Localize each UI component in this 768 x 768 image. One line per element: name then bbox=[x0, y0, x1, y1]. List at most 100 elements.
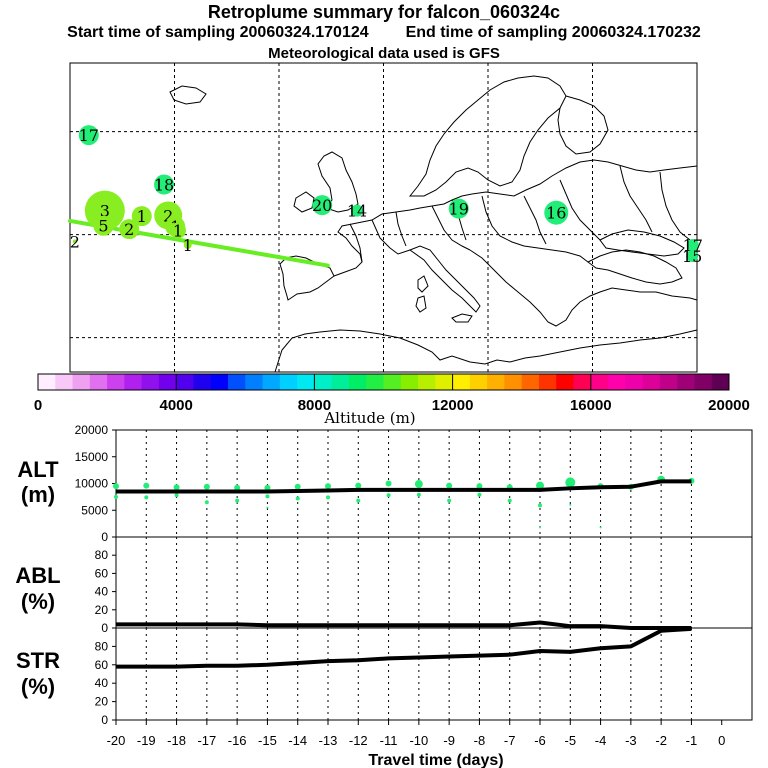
colorbar-swatch bbox=[469, 374, 488, 390]
altitude-sample-point bbox=[538, 503, 542, 508]
colorbar-swatch bbox=[504, 374, 523, 390]
cluster-label: 2 bbox=[124, 220, 134, 239]
altitude-sample-point bbox=[144, 495, 149, 500]
colorbar-swatch bbox=[89, 374, 108, 390]
altitude-sample-point bbox=[234, 484, 241, 491]
altitude-sample-point bbox=[174, 493, 179, 498]
colorbar-swatch bbox=[711, 374, 730, 390]
cluster-marker bbox=[183, 240, 192, 249]
cluster-label: 1 bbox=[173, 222, 183, 241]
cluster-label: 3 bbox=[100, 202, 110, 221]
series-line-str bbox=[116, 626, 692, 669]
altitude-sample-point bbox=[203, 483, 210, 490]
cluster-label: 20 bbox=[312, 196, 332, 215]
panels-frame bbox=[115, 429, 753, 721]
x-tick-label: -11 bbox=[380, 733, 398, 748]
altitude-sample-point bbox=[113, 483, 119, 490]
x-tick-label: -3 bbox=[625, 733, 637, 748]
colorbar-tick-label: 12000 bbox=[432, 397, 474, 414]
y-tick-label: 0 bbox=[101, 621, 108, 635]
y-tick-label: 60 bbox=[95, 658, 109, 672]
cluster-label: 19 bbox=[449, 200, 469, 219]
colorbar-swatch bbox=[677, 374, 695, 390]
y-tick-label: 80 bbox=[95, 639, 109, 653]
colorbar-swatch bbox=[521, 374, 540, 390]
cluster-marker bbox=[131, 206, 152, 227]
colorbar-swatch bbox=[210, 374, 229, 390]
x-tick-label: -15 bbox=[258, 733, 277, 748]
x-tick-label: -19 bbox=[137, 733, 156, 748]
cluster-marker bbox=[154, 174, 175, 195]
x-tick-label: -18 bbox=[167, 733, 186, 748]
altitude-sample-point bbox=[565, 477, 576, 488]
sampling-times: Start time of sampling 20060324.170124 E… bbox=[0, 24, 768, 42]
colorbar-swatch bbox=[158, 374, 177, 390]
altitude-sample-point bbox=[477, 492, 482, 497]
altitude-sample-point bbox=[265, 494, 270, 499]
altitude-sample-point bbox=[204, 500, 209, 505]
colorbar-label: Altitude (m) bbox=[323, 409, 415, 427]
cluster-label: 15 bbox=[682, 247, 702, 266]
cluster-label: 17 bbox=[79, 126, 99, 145]
altitude-sample-point bbox=[447, 498, 452, 503]
x-tick-label: -17 bbox=[197, 733, 216, 748]
cluster-marker bbox=[78, 125, 99, 146]
altitude-sample-point bbox=[235, 498, 240, 503]
altitude-sample-point bbox=[385, 480, 392, 487]
cluster-label: 2 bbox=[70, 233, 80, 252]
cluster-marker bbox=[84, 190, 125, 231]
cluster-marker bbox=[72, 239, 77, 244]
altitude-sample-point bbox=[266, 506, 269, 509]
colorbar-swatch bbox=[314, 374, 333, 390]
altitude-sample-point bbox=[143, 482, 150, 489]
x-tick-label: -5 bbox=[565, 733, 577, 748]
colorbar-swatch bbox=[383, 374, 402, 390]
colorbar-swatch bbox=[107, 374, 125, 390]
altitude-sample-point bbox=[295, 496, 300, 501]
cluster-marker bbox=[93, 215, 114, 236]
series-line-abl bbox=[116, 620, 692, 630]
colorbar-tick-label: 20000 bbox=[708, 397, 750, 414]
x-tick-label: -20 bbox=[107, 733, 126, 748]
series-line-alt bbox=[116, 479, 692, 494]
altitude-sample-point bbox=[325, 483, 331, 490]
cluster-label: 14 bbox=[347, 202, 367, 221]
y-tick-label: 5000 bbox=[81, 503, 108, 517]
cluster-markers: 1718352121112201419161715 bbox=[70, 125, 703, 266]
panel-alt: 0 5000 10000 15000 20000 ALT(m) bbox=[17, 423, 695, 544]
time-series-panels: 05000100001500020000ALT(m)020406080ABL(%… bbox=[15, 423, 753, 768]
colorbar-swatch bbox=[124, 374, 143, 390]
x-tick-label: -14 bbox=[288, 733, 307, 748]
y-tick-label: 20 bbox=[95, 603, 109, 617]
cluster-label: 2 bbox=[163, 206, 173, 225]
x-axis-label: Travel time (days) bbox=[368, 752, 503, 768]
cluster-marker bbox=[119, 219, 140, 240]
panel-abl: 0 20 40 60 80 ABL(%) bbox=[15, 536, 752, 635]
panel-label: STR bbox=[16, 648, 60, 673]
start-time-label: Start time of sampling 20060324.170124 bbox=[67, 24, 369, 41]
colorbar-swatch bbox=[590, 374, 609, 390]
x-tick-label: -9 bbox=[443, 733, 455, 748]
y-tick-label: 80 bbox=[95, 548, 109, 562]
x-tick-label: -10 bbox=[409, 733, 428, 748]
cluster-label: 16 bbox=[546, 204, 566, 223]
colorbar-swatch bbox=[245, 374, 264, 390]
y-tick-label: 0 bbox=[101, 713, 108, 727]
map-panel: 1718352121112201419161715 bbox=[68, 62, 703, 373]
x-tick-label: -4 bbox=[595, 733, 607, 748]
colorbar-swatch bbox=[366, 374, 384, 390]
y-tick-label: 40 bbox=[95, 585, 109, 599]
cluster-marker bbox=[312, 195, 333, 216]
colorbar-tick-label: 0 bbox=[34, 397, 42, 414]
cluster-label: 17 bbox=[683, 236, 703, 255]
altitude-sample-point bbox=[355, 482, 362, 489]
altitude-sample-point bbox=[539, 526, 541, 529]
colorbar-swatch bbox=[55, 374, 74, 390]
y-tick-label: 20 bbox=[95, 695, 109, 709]
cluster-marker bbox=[686, 238, 699, 251]
coastline-outline bbox=[169, 75, 698, 373]
altitude-colorbar: 0 4000 8000 12000 16000 20000 bbox=[34, 373, 750, 414]
cluster-marker bbox=[351, 204, 364, 217]
colorbar-swatch bbox=[573, 374, 592, 390]
